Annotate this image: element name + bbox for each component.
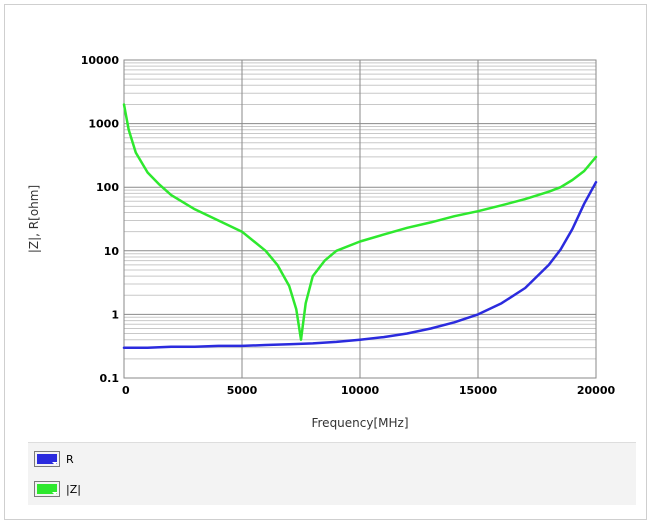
legend-swatch-r[interactable] bbox=[34, 451, 60, 467]
y-tick-label: 0.1 bbox=[100, 372, 120, 385]
y-tick-label: 100 bbox=[96, 181, 119, 194]
legend-item-z[interactable]: |Z| bbox=[34, 479, 81, 499]
legend-swatch-z[interactable] bbox=[34, 481, 60, 497]
y-tick-label: 10 bbox=[104, 245, 120, 258]
x-tick-label: 5000 bbox=[227, 384, 258, 397]
chart-plot: 0 5000 10000 15000 20000 0.1110100100010000 … bbox=[27, 54, 615, 430]
series-layer bbox=[122, 103, 598, 349]
legend: R |Z| bbox=[28, 442, 636, 505]
y-tick-labels: 0.1 1 10 100 1000 10000 bbox=[81, 54, 120, 385]
y-tick-label: 1000 bbox=[88, 118, 119, 131]
plot-border bbox=[123, 59, 597, 379]
legend-item-r[interactable]: R bbox=[34, 449, 74, 469]
x-tick-label: 10000 bbox=[341, 384, 380, 397]
y-tick-label: 1 bbox=[111, 308, 119, 321]
x-axis-label: Frequency[MHz] bbox=[311, 416, 408, 430]
x-tick-labels: 0 5000 10000 15000 20000 bbox=[122, 384, 615, 397]
legend-label-r: R bbox=[66, 452, 74, 466]
dropdown-arrow-icon bbox=[52, 462, 58, 465]
series-line-r bbox=[122, 180, 598, 349]
series-line-z bbox=[122, 103, 598, 341]
x-tick-label: 20000 bbox=[577, 384, 616, 397]
x-tick-label: 0 bbox=[122, 384, 130, 397]
y-axis-label: |Z|, R[ohm] bbox=[27, 185, 41, 253]
legend-label-z: |Z| bbox=[66, 482, 81, 496]
dropdown-arrow-icon bbox=[52, 492, 58, 495]
x-tick-label: 15000 bbox=[459, 384, 498, 397]
y-tick-label: 10000 bbox=[81, 54, 120, 67]
